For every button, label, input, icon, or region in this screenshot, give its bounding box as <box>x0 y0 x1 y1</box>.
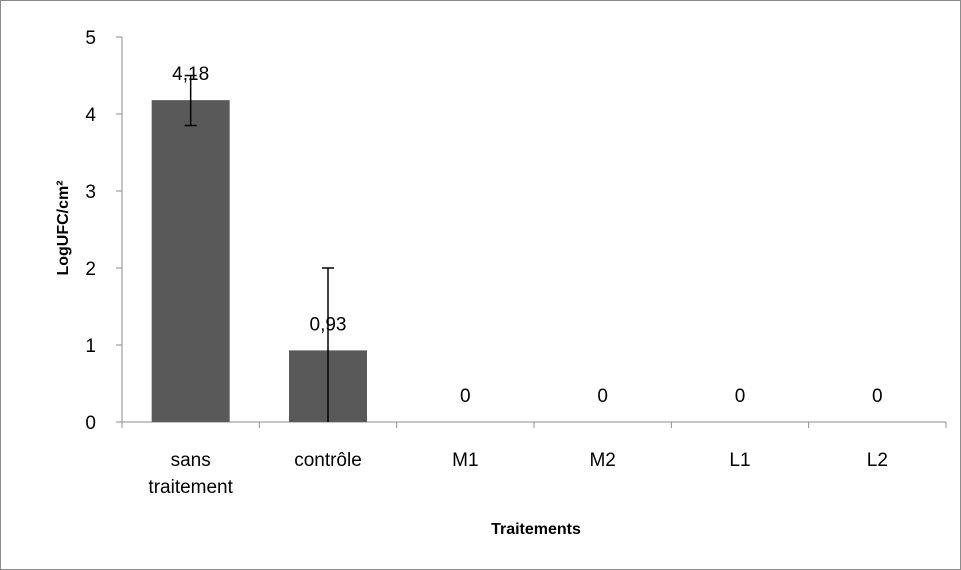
axes: 0 1 2 3 4 5 <box>85 28 947 434</box>
bar <box>151 100 230 422</box>
x-tick-label: L2 <box>867 450 888 471</box>
labels: 4,18 sans traitement 0,93 contrôle 0 M1 0 M2 0 L1 0… <box>148 64 887 498</box>
data-label: 4,18 <box>172 64 209 85</box>
x-tick-label: M1 <box>452 450 478 471</box>
x-tick-label: L1 <box>729 450 750 471</box>
x-tick-label: sans traitement <box>148 450 233 498</box>
y-tick-label: 2 <box>85 259 96 280</box>
x-tick-label-line: L1 <box>729 450 750 471</box>
y-tick-label: 5 <box>85 28 96 49</box>
x-tick-label-line: M1 <box>452 450 478 471</box>
y-tick-label: 0 <box>85 413 96 434</box>
x-tick-label-line: traitement <box>148 477 233 498</box>
x-tick-label-line: M2 <box>589 450 615 471</box>
x-tick-label-line: L2 <box>867 450 888 471</box>
x-tick-label-line: sans <box>171 450 211 471</box>
bars <box>151 74 367 422</box>
y-axis-title: LogUFC/cm² <box>55 180 72 275</box>
y-tick-label: 3 <box>85 182 96 203</box>
data-label: 0,93 <box>310 314 347 335</box>
data-label: 0 <box>460 386 471 407</box>
x-tick-label-line: contrôle <box>294 450 362 471</box>
x-tick-label: contrôle <box>294 450 362 471</box>
x-tick-label: M2 <box>589 450 615 471</box>
y-tick-label: 1 <box>85 336 96 357</box>
y-tick-label: 4 <box>85 105 96 126</box>
data-label: 0 <box>597 386 608 407</box>
data-label: 0 <box>735 386 746 407</box>
data-label: 0 <box>872 386 883 407</box>
x-axis-title: Traitements <box>491 521 581 538</box>
